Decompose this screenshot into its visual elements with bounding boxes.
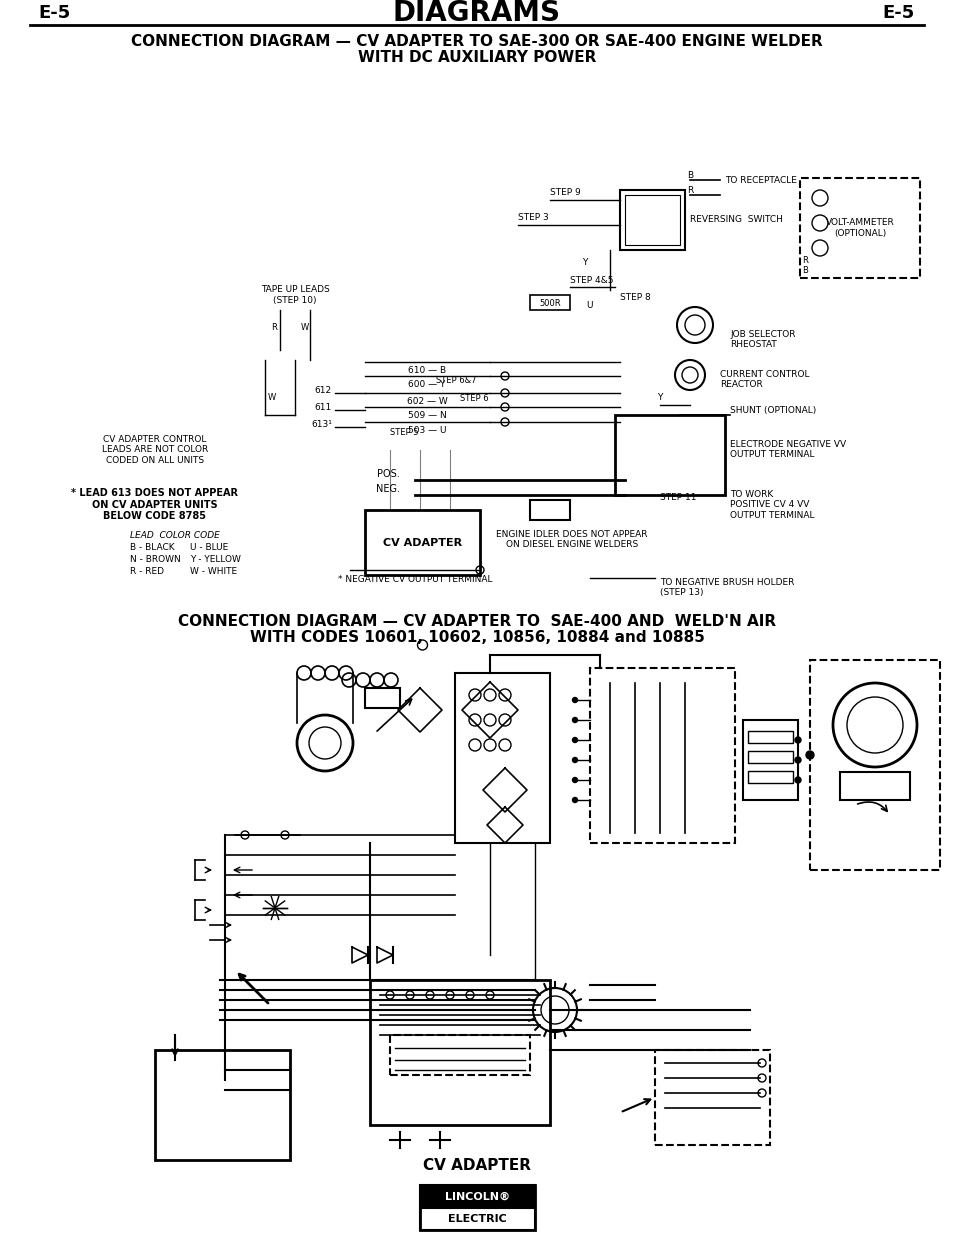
Text: R - RED: R - RED bbox=[130, 567, 164, 576]
Text: CV ADAPTER: CV ADAPTER bbox=[422, 1157, 531, 1172]
Text: CV ADAPTER: CV ADAPTER bbox=[382, 537, 461, 547]
Text: * NEGATIVE CV OUTPUT TERMINAL: * NEGATIVE CV OUTPUT TERMINAL bbox=[337, 576, 492, 584]
Bar bbox=[747, 771, 792, 783]
Bar bbox=[589, 668, 734, 844]
Circle shape bbox=[805, 751, 813, 760]
Bar bbox=[742, 720, 797, 800]
Text: TO RECEPTACLE: TO RECEPTACLE bbox=[724, 177, 796, 185]
Bar bbox=[624, 195, 679, 245]
Bar bbox=[419, 1186, 535, 1208]
Text: 509 — N: 509 — N bbox=[407, 411, 446, 420]
Bar bbox=[800, 178, 919, 278]
Text: Y: Y bbox=[657, 393, 662, 403]
Circle shape bbox=[572, 757, 577, 762]
Text: U - BLUE: U - BLUE bbox=[190, 543, 228, 552]
Text: 613¹: 613¹ bbox=[311, 420, 332, 429]
Text: W - WHITE: W - WHITE bbox=[190, 567, 237, 576]
Text: VOLT-AMMETER
(OPTIONAL): VOLT-AMMETER (OPTIONAL) bbox=[824, 219, 893, 237]
Text: LEAD  COLOR CODE: LEAD COLOR CODE bbox=[130, 531, 220, 540]
Bar bbox=[530, 500, 569, 520]
Text: STEP 9: STEP 9 bbox=[550, 188, 580, 198]
Text: CURRENT CONTROL
REACTOR: CURRENT CONTROL REACTOR bbox=[720, 370, 809, 389]
Text: STEP 6&7: STEP 6&7 bbox=[436, 375, 476, 385]
Text: POS.: POS. bbox=[376, 469, 399, 479]
Text: ELECTRODE NEGATIVE VV
OUTPUT TERMINAL: ELECTRODE NEGATIVE VV OUTPUT TERMINAL bbox=[729, 440, 845, 459]
Text: B: B bbox=[686, 170, 692, 180]
Bar bbox=[655, 1050, 769, 1145]
Text: REVERSING  SWITCH: REVERSING SWITCH bbox=[689, 215, 782, 225]
Circle shape bbox=[572, 737, 577, 742]
Text: ENGINE IDLER DOES NOT APPEAR
ON DIESEL ENGINE WELDERS: ENGINE IDLER DOES NOT APPEAR ON DIESEL E… bbox=[496, 530, 647, 550]
Text: 610 — B: 610 — B bbox=[408, 366, 446, 375]
Text: STEP 5: STEP 5 bbox=[390, 429, 418, 437]
Text: * LEAD 613 DOES NOT APPEAR
ON CV ADAPTER UNITS
BELOW CODE 8785: * LEAD 613 DOES NOT APPEAR ON CV ADAPTER… bbox=[71, 488, 238, 521]
Text: E-5: E-5 bbox=[39, 4, 71, 22]
Circle shape bbox=[794, 737, 801, 743]
Text: W: W bbox=[300, 324, 309, 332]
Bar bbox=[455, 673, 550, 844]
Text: STEP 6: STEP 6 bbox=[459, 394, 488, 403]
Circle shape bbox=[572, 798, 577, 803]
Text: SHUNT (OPTIONAL): SHUNT (OPTIONAL) bbox=[729, 405, 816, 415]
Text: WITH CODES 10601, 10602, 10856, 10884 and 10885: WITH CODES 10601, 10602, 10856, 10884 an… bbox=[250, 631, 703, 646]
Text: CONNECTION DIAGRAM — CV ADAPTER TO  SAE-400 AND  WELD'N AIR: CONNECTION DIAGRAM — CV ADAPTER TO SAE-4… bbox=[178, 615, 775, 630]
Text: R: R bbox=[801, 256, 807, 266]
Text: TO NEGATIVE BRUSH HOLDER
(STEP 13): TO NEGATIVE BRUSH HOLDER (STEP 13) bbox=[659, 578, 794, 598]
Text: LINCOLN®: LINCOLN® bbox=[444, 1192, 510, 1202]
Text: 612: 612 bbox=[314, 387, 332, 395]
Bar bbox=[619, 190, 684, 249]
Text: STEP 4&5: STEP 4&5 bbox=[569, 275, 613, 285]
Bar bbox=[530, 295, 569, 310]
Bar bbox=[809, 659, 939, 869]
Bar bbox=[370, 981, 550, 1125]
Text: B - BLACK: B - BLACK bbox=[130, 543, 174, 552]
Text: W: W bbox=[268, 393, 275, 403]
Text: CONNECTION DIAGRAM — CV ADAPTER TO SAE-300 OR SAE-400 ENGINE WELDER: CONNECTION DIAGRAM — CV ADAPTER TO SAE-3… bbox=[131, 35, 822, 49]
Circle shape bbox=[794, 757, 801, 763]
Text: TAPE UP LEADS
(STEP 10): TAPE UP LEADS (STEP 10) bbox=[260, 285, 329, 305]
Text: 500R: 500R bbox=[538, 299, 560, 308]
Bar bbox=[365, 688, 399, 708]
Text: R: R bbox=[271, 324, 276, 332]
Bar bbox=[419, 1208, 535, 1230]
Bar bbox=[365, 510, 479, 576]
Bar bbox=[747, 751, 792, 763]
Bar bbox=[840, 772, 909, 800]
Text: N - BROWN: N - BROWN bbox=[130, 555, 180, 564]
Text: Y: Y bbox=[581, 258, 587, 267]
Circle shape bbox=[572, 698, 577, 703]
Text: WITH DC AUXILIARY POWER: WITH DC AUXILIARY POWER bbox=[357, 49, 596, 64]
Bar bbox=[419, 1186, 535, 1230]
Text: ELECTRIC: ELECTRIC bbox=[448, 1214, 506, 1224]
Text: 600 — Y: 600 — Y bbox=[408, 380, 445, 389]
Text: 611: 611 bbox=[314, 403, 332, 412]
Text: STEP 11: STEP 11 bbox=[659, 493, 696, 501]
Text: NEG.: NEG. bbox=[375, 484, 399, 494]
Text: TO WORK
POSITIVE CV 4 VV
OUTPUT TERMINAL: TO WORK POSITIVE CV 4 VV OUTPUT TERMINAL bbox=[729, 490, 814, 520]
Text: U: U bbox=[586, 301, 593, 310]
Text: B: B bbox=[801, 266, 807, 275]
Text: CV ADAPTER CONTROL
LEADS ARE NOT COLOR
CODED ON ALL UNITS: CV ADAPTER CONTROL LEADS ARE NOT COLOR C… bbox=[102, 435, 208, 464]
Text: 602 — W: 602 — W bbox=[406, 396, 447, 406]
Text: DIAGRAMS: DIAGRAMS bbox=[393, 0, 560, 27]
Bar bbox=[615, 415, 724, 495]
Text: STEP 3: STEP 3 bbox=[517, 212, 548, 222]
Text: JOB SELECTOR
RHEOSTAT: JOB SELECTOR RHEOSTAT bbox=[729, 330, 795, 350]
Text: E-5: E-5 bbox=[882, 4, 914, 22]
Bar bbox=[154, 1050, 290, 1160]
Text: 503 — U: 503 — U bbox=[407, 426, 446, 435]
Circle shape bbox=[572, 778, 577, 783]
Circle shape bbox=[572, 718, 577, 722]
Circle shape bbox=[794, 777, 801, 783]
Bar bbox=[390, 1035, 530, 1074]
Text: STEP 8: STEP 8 bbox=[619, 293, 650, 303]
Text: Y - YELLOW: Y - YELLOW bbox=[190, 555, 240, 564]
Bar bbox=[747, 731, 792, 743]
Text: R: R bbox=[686, 186, 693, 195]
